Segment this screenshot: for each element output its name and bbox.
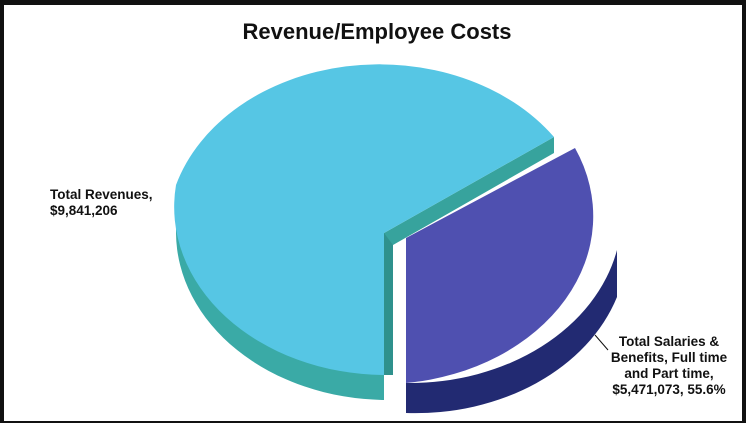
label-total-revenues-line-2: $9,841,206	[50, 203, 118, 218]
slice-total-revenues-cut-face	[384, 233, 393, 375]
label-total-salaries-line-1: Total Salaries &	[618, 334, 720, 349]
slice-total-salaries-top	[406, 148, 594, 383]
label-total-revenues: Total Revenues, $9,841,206	[50, 187, 153, 219]
label-total-salaries-line-4: $5,471,073, 55.6%	[612, 382, 726, 397]
chart-title: Revenue/Employee Costs	[242, 19, 512, 44]
slice-total-revenues	[174, 64, 554, 400]
label-total-revenues-line-1: Total Revenues,	[50, 187, 153, 202]
slice-total-revenues-inner-face	[384, 137, 554, 245]
label-total-salaries-line-2: Benefits, Full time	[610, 350, 728, 365]
label-total-salaries: Total Salaries & Benefits, Full time and…	[594, 334, 744, 398]
slice-total-salaries-side	[406, 250, 617, 414]
slice-total-revenues-top	[174, 64, 554, 375]
slice-total-salaries	[406, 148, 617, 414]
pie-chart	[174, 64, 617, 414]
label-total-salaries-line-3: and Part time,	[624, 366, 714, 381]
leader-line-total-salaries	[594, 334, 609, 351]
